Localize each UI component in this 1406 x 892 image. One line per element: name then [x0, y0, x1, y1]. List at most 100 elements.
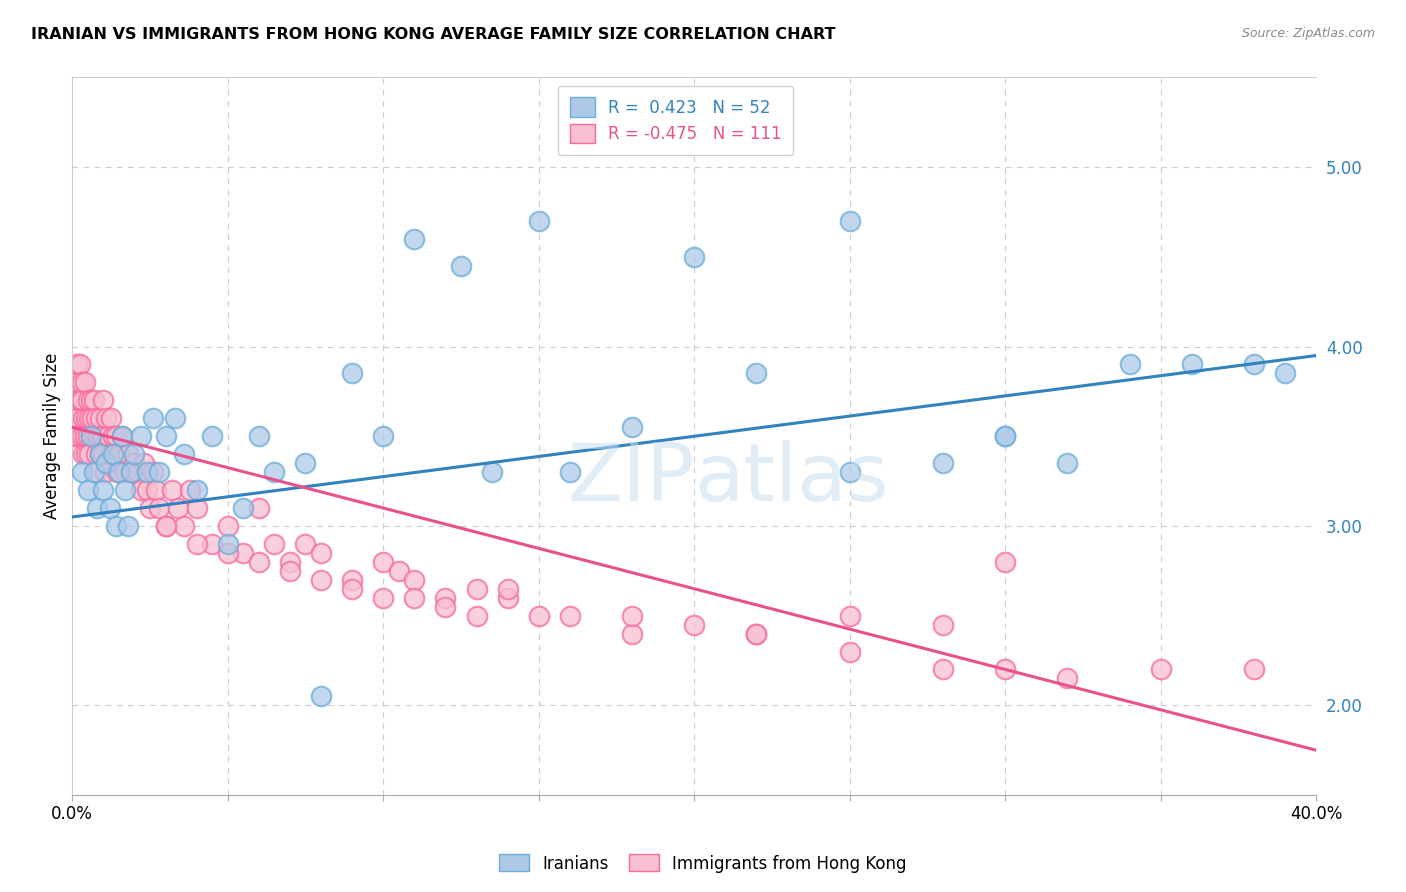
Point — [932, 456, 955, 470]
Point — [142, 465, 165, 479]
Point — [127, 465, 149, 479]
Point — [105, 465, 128, 479]
Point — [155, 519, 177, 533]
Point — [148, 465, 170, 479]
Point — [139, 501, 162, 516]
Point — [373, 555, 395, 569]
Point — [90, 429, 112, 443]
Point — [69, 358, 91, 372]
Point — [217, 546, 239, 560]
Point — [838, 644, 860, 658]
Point — [404, 573, 426, 587]
Text: IRANIAN VS IMMIGRANTS FROM HONG KONG AVERAGE FAMILY SIZE CORRELATION CHART: IRANIAN VS IMMIGRANTS FROM HONG KONG AVE… — [31, 27, 835, 42]
Point — [232, 501, 254, 516]
Point — [108, 465, 131, 479]
Point — [91, 393, 114, 408]
Point — [247, 429, 270, 443]
Point — [66, 358, 89, 372]
Legend: R =  0.423   N = 52, R = -0.475   N = 111: R = 0.423 N = 52, R = -0.475 N = 111 — [558, 86, 793, 155]
Point — [994, 555, 1017, 569]
Point — [87, 429, 110, 443]
Point — [173, 519, 195, 533]
Point — [167, 501, 190, 516]
Point — [558, 608, 581, 623]
Point — [160, 483, 183, 497]
Point — [294, 537, 316, 551]
Point — [1181, 358, 1204, 372]
Point — [217, 519, 239, 533]
Point — [97, 429, 120, 443]
Point — [309, 546, 332, 560]
Point — [83, 429, 105, 443]
Point — [994, 663, 1017, 677]
Point — [373, 429, 395, 443]
Point — [67, 411, 90, 425]
Point — [450, 259, 472, 273]
Point — [135, 483, 157, 497]
Point — [70, 393, 93, 408]
Point — [309, 573, 332, 587]
Point — [70, 376, 93, 390]
Point — [80, 393, 103, 408]
Point — [1118, 358, 1140, 372]
Point — [621, 626, 644, 640]
Point — [621, 420, 644, 434]
Legend: Iranians, Immigrants from Hong Kong: Iranians, Immigrants from Hong Kong — [492, 847, 914, 880]
Point — [79, 411, 101, 425]
Point — [932, 663, 955, 677]
Point — [86, 465, 108, 479]
Point — [70, 429, 93, 443]
Point — [69, 393, 91, 408]
Point — [108, 447, 131, 461]
Point — [117, 447, 139, 461]
Point — [558, 465, 581, 479]
Point — [465, 582, 488, 596]
Point — [65, 411, 87, 425]
Point — [114, 483, 136, 497]
Point — [124, 456, 146, 470]
Point — [104, 429, 127, 443]
Point — [263, 465, 285, 479]
Point — [75, 411, 97, 425]
Point — [683, 250, 706, 264]
Point — [404, 232, 426, 246]
Point — [294, 456, 316, 470]
Point — [247, 555, 270, 569]
Point — [89, 447, 111, 461]
Point — [155, 519, 177, 533]
Point — [135, 465, 157, 479]
Point — [67, 429, 90, 443]
Point — [117, 519, 139, 533]
Point — [932, 617, 955, 632]
Point — [1274, 367, 1296, 381]
Point — [89, 447, 111, 461]
Point — [340, 367, 363, 381]
Point — [838, 465, 860, 479]
Point — [76, 429, 98, 443]
Point — [129, 483, 152, 497]
Point — [201, 537, 224, 551]
Point — [278, 564, 301, 578]
Point — [1243, 663, 1265, 677]
Point — [404, 591, 426, 605]
Point — [98, 447, 121, 461]
Point — [104, 519, 127, 533]
Point — [278, 555, 301, 569]
Point — [75, 447, 97, 461]
Point — [83, 393, 105, 408]
Point — [91, 447, 114, 461]
Point — [683, 617, 706, 632]
Point — [388, 564, 411, 578]
Point — [745, 626, 768, 640]
Point — [994, 429, 1017, 443]
Point — [84, 447, 107, 461]
Point — [340, 573, 363, 587]
Point — [91, 483, 114, 497]
Point — [80, 429, 103, 443]
Point — [91, 429, 114, 443]
Point — [247, 501, 270, 516]
Point — [98, 501, 121, 516]
Point — [103, 447, 125, 461]
Point — [94, 465, 117, 479]
Point — [340, 582, 363, 596]
